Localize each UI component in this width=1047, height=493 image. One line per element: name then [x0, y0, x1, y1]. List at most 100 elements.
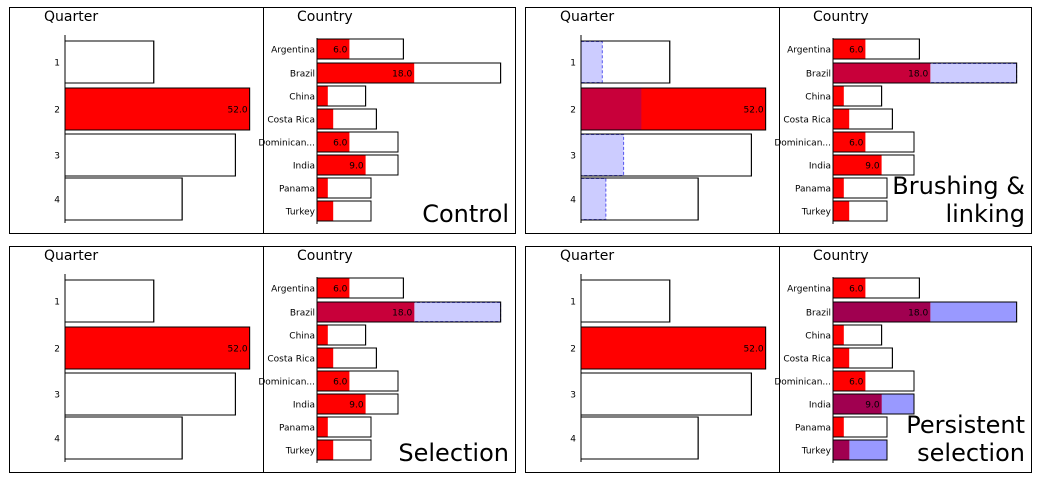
quarter-category-label: 4	[54, 435, 60, 445]
quarter-value-label: 52.0	[228, 106, 248, 116]
quarter-category-label: 4	[570, 435, 576, 445]
quarter-bar-total[interactable]	[580, 416, 699, 460]
condition-label-line: linking	[945, 200, 1025, 228]
quarter-bar-group[interactable]: 3	[54, 133, 236, 177]
country-category-label: India	[809, 401, 831, 411]
country-bar-group[interactable]: Argentina 6.0	[787, 38, 920, 60]
quarter-category-label: 1	[570, 298, 576, 308]
country-bar-selected	[317, 86, 328, 106]
country-category-label: India	[809, 162, 831, 172]
quarter-bar-group[interactable]: 3	[570, 372, 752, 416]
quarter-chart-title: Quarter	[560, 248, 615, 264]
quarter-bar-group[interactable]: 4	[570, 416, 699, 460]
country-bar-group[interactable]: India 9.0	[293, 154, 399, 176]
country-bar-group[interactable]: Dominican... 6.0	[258, 370, 399, 392]
country-bar-group[interactable]: China	[289, 324, 367, 346]
quarter-bar-group[interactable]: 3	[570, 133, 752, 177]
quarter-bar-group[interactable]: 2 52.0	[54, 326, 251, 370]
condition-label-line: Brushing &	[892, 172, 1025, 200]
condition-label-line: selection	[917, 439, 1025, 467]
country-bar-group[interactable]: Dominican... 6.0	[258, 131, 399, 153]
quarter-bar-highlight	[580, 178, 607, 220]
country-category-label: China	[289, 93, 315, 103]
country-bar-group[interactable]: China	[805, 85, 883, 107]
country-chart-title: Country	[813, 9, 869, 25]
country-value-label: 6.0	[333, 139, 348, 149]
quarter-bar-selected	[581, 327, 766, 369]
country-category-label: Brazil	[290, 70, 315, 80]
quarter-bar-group[interactable]: 1	[570, 40, 671, 84]
quarter-bar-group[interactable]: 2 52.0	[54, 87, 251, 131]
quarter-bar-total[interactable]	[64, 133, 236, 177]
quarter-bar-total[interactable]	[64, 177, 183, 221]
country-bar-group[interactable]: Costa Rica	[783, 347, 893, 369]
country-bar-group[interactable]: Costa Rica	[267, 347, 377, 369]
quarter-bar-total[interactable]	[580, 279, 671, 323]
quarter-bar-group[interactable]: 1	[570, 279, 671, 323]
country-bar-group[interactable]: Costa Rica	[267, 108, 377, 130]
country-bar-group[interactable]: Panama	[795, 416, 888, 438]
country-bar-group[interactable]: Turkey	[285, 200, 372, 222]
country-category-label: Brazil	[806, 309, 831, 319]
country-bar-selected	[317, 440, 334, 460]
country-bar-group[interactable]: Brazil 18.0	[290, 62, 502, 84]
country-bar-group[interactable]: Turkey	[801, 439, 888, 461]
country-value-label: 18.0	[392, 70, 412, 80]
chart-panel-control: 1 2 52.0 3 4 Argentina 6.0 Brazil 18.0 China Costa…	[9, 7, 516, 234]
country-bar-group[interactable]: India 9.0	[293, 393, 399, 415]
country-value-label: 9.0	[349, 401, 364, 411]
quarter-bar-group[interactable]: 1	[54, 40, 155, 84]
quarter-category-label: 3	[570, 391, 576, 401]
quarter-bar-total[interactable]	[64, 279, 155, 323]
country-bar-group[interactable]: China	[805, 324, 883, 346]
quarter-bar-group[interactable]: 4	[54, 416, 183, 460]
quarter-bar-group[interactable]: 4	[570, 177, 699, 221]
country-bar-group[interactable]: Dominican... 6.0	[774, 131, 915, 153]
country-category-label: Turkey	[801, 208, 832, 218]
country-value-label: 6.0	[849, 378, 864, 388]
country-bar-group[interactable]: Argentina 6.0	[787, 277, 920, 299]
country-bar-group[interactable]: India 9.0	[809, 393, 915, 415]
quarter-bar-group[interactable]: 3	[54, 372, 236, 416]
country-bar-group[interactable]: Turkey	[801, 200, 888, 222]
country-bar-selected	[317, 109, 334, 129]
country-category-label: China	[805, 93, 831, 103]
panel-divider	[263, 247, 264, 472]
country-bar-group[interactable]: Dominican... 6.0	[774, 370, 915, 392]
country-bar-group[interactable]: Brazil 18.0	[290, 301, 502, 323]
country-bar-group[interactable]: Costa Rica	[783, 108, 893, 130]
quarter-bar-total[interactable]	[64, 40, 155, 84]
quarter-bar-total[interactable]	[64, 372, 236, 416]
quarter-bar-highlight	[580, 134, 625, 176]
country-value-label: 6.0	[849, 139, 864, 149]
country-bar-group[interactable]: Panama	[279, 177, 372, 199]
country-category-label: Dominican...	[258, 139, 315, 149]
country-bar-group[interactable]: Panama	[279, 416, 372, 438]
quarter-bar-total[interactable]	[580, 372, 752, 416]
country-chart-title: Country	[813, 248, 869, 264]
country-bar-selected	[833, 201, 850, 221]
quarter-bar-group[interactable]: 2 52.0	[570, 87, 767, 131]
quarter-bar-group[interactable]: 4	[54, 177, 183, 221]
country-bar-group[interactable]: China	[289, 85, 367, 107]
country-category-label: Argentina	[271, 46, 315, 56]
condition-label: Persistent selection	[906, 411, 1025, 467]
country-bar-selected	[317, 394, 366, 414]
country-bar-group[interactable]: Argentina 6.0	[271, 277, 404, 299]
country-bar-group[interactable]: Brazil 18.0	[806, 62, 1018, 84]
quarter-bar-total[interactable]	[64, 416, 183, 460]
country-category-label: Costa Rica	[783, 116, 831, 126]
country-bar-group[interactable]: Argentina 6.0	[271, 38, 404, 60]
quarter-category-label: 2	[570, 345, 576, 355]
country-bar-selected	[833, 39, 866, 59]
quarter-bar-group[interactable]: 2 52.0	[570, 326, 767, 370]
country-value-label: 6.0	[333, 285, 348, 295]
country-bar-group[interactable]: Panama	[795, 177, 888, 199]
country-category-label: Panama	[279, 185, 315, 195]
country-bar-group[interactable]: Brazil 18.0	[806, 301, 1018, 323]
country-bar-group[interactable]: Turkey	[285, 439, 372, 461]
country-bar-selected	[317, 132, 350, 152]
quarter-bar-group[interactable]: 1	[54, 279, 155, 323]
